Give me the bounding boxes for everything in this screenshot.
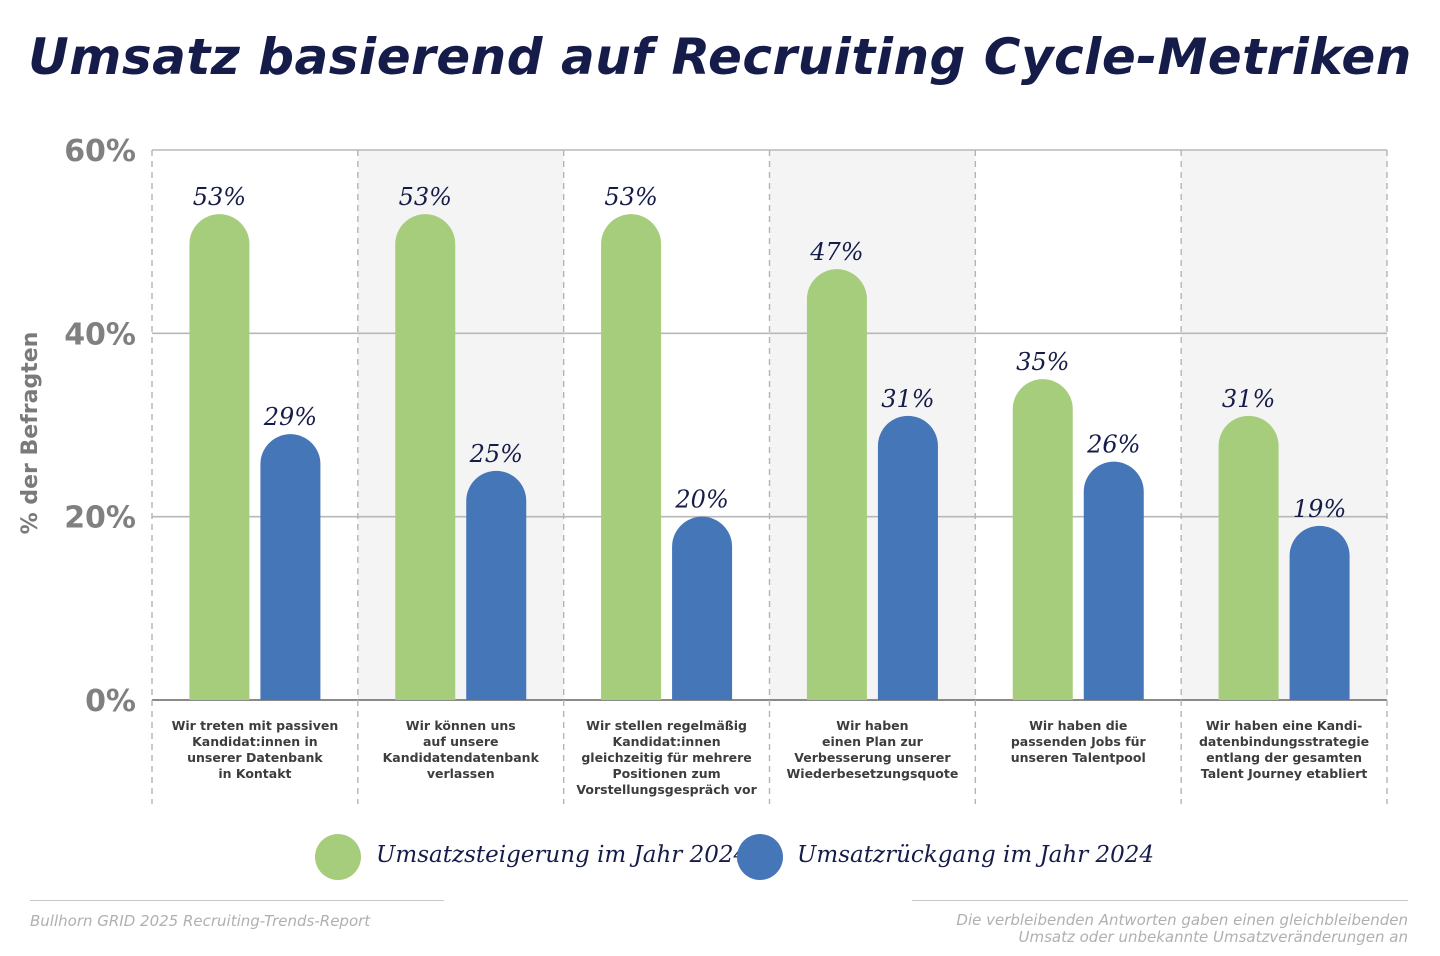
footer-rule-left <box>30 900 444 901</box>
bar-decrease-5 <box>1083 461 1144 700</box>
value-label-increase-6: 31% <box>1222 385 1275 413</box>
legend-swatch-decrease <box>737 834 783 880</box>
category-label-3: Wir stellen regelmäßig Kandidat:innen gl… <box>576 718 757 797</box>
bars <box>189 214 1350 700</box>
bar-increase-5 <box>1012 379 1073 700</box>
legend-label-increase: Umsatzsteigerung im Jahr 2024 <box>376 842 749 868</box>
column-separators <box>151 150 1388 804</box>
category-label-5: Wir haben die passenden Jobs für unseren… <box>1010 718 1146 765</box>
bar-increase-2 <box>395 214 456 700</box>
value-label-decrease-1: 29% <box>263 403 317 431</box>
footer-note-line1: Die verbleibenden Antworten gaben einen … <box>956 911 1408 929</box>
bar-increase-4 <box>806 269 867 700</box>
category-label-4: Wir haben einen Plan zur Verbesserung un… <box>786 718 959 781</box>
value-label-decrease-2: 25% <box>469 440 523 468</box>
column-bands <box>357 150 1387 700</box>
value-label-decrease-6: 19% <box>1293 495 1346 523</box>
value-label-decrease-3: 20% <box>674 486 728 514</box>
category-label-6: Wir haben eine Kandi- datenbindungsstrat… <box>1198 718 1370 781</box>
value-label-decrease-5: 26% <box>1086 431 1140 459</box>
bar-increase-3 <box>601 214 662 700</box>
bar-increase-1 <box>189 214 250 700</box>
chart-title: Umsatz basierend auf Recruiting Cycle-Me… <box>28 28 1412 86</box>
bar-decrease-4 <box>877 415 938 700</box>
value-label-increase-2: 53% <box>399 183 452 211</box>
column-band-4 <box>769 150 976 700</box>
value-label-decrease-4: 31% <box>881 385 934 413</box>
legend-label-decrease: Umsatzrückgang im Jahr 2024 <box>797 842 1155 868</box>
bar-decrease-2 <box>466 470 527 700</box>
y-axis-label: % der Befragten <box>18 332 43 535</box>
value-label-increase-5: 35% <box>1016 348 1069 376</box>
bar-decrease-3 <box>672 516 733 700</box>
value-label-increase-4: 47% <box>809 238 863 266</box>
column-band-2 <box>357 150 564 700</box>
bar-decrease-6 <box>1289 525 1350 700</box>
footer-note-line2: Umsatz oder unbekannte Umsatzveränderung… <box>1018 928 1409 946</box>
y-tick-label-60: 60% <box>64 134 136 169</box>
value-labels: 53% 29% 53% 25% 53% 20% 47% 31% 35% 26% 31% 19% <box>193 183 1347 523</box>
footer-rule-right <box>912 900 1408 901</box>
legend-swatch-increase <box>315 834 361 880</box>
bar-increase-6 <box>1218 415 1279 700</box>
value-label-increase-1: 53% <box>193 183 246 211</box>
footer-note: Die verbleibenden Antworten gaben einen … <box>956 912 1408 946</box>
y-tick-label-40: 40% <box>64 317 136 352</box>
footer-source: Bullhorn GRID 2025 Recruiting-Trends-Rep… <box>30 912 371 930</box>
value-label-increase-3: 53% <box>604 183 657 211</box>
bar-decrease-1 <box>260 434 321 700</box>
y-tick-label-0: 0% <box>85 684 136 719</box>
category-label-2: Wir können uns auf unsere Kandidatendate… <box>382 718 539 781</box>
y-tick-label-20: 20% <box>64 501 136 536</box>
category-label-1: Wir treten mit passiven Kandidat:innen i… <box>171 718 339 781</box>
column-band-6 <box>1181 150 1387 700</box>
y-axis-ticks: 0% 20% 40% 60% <box>64 134 136 719</box>
